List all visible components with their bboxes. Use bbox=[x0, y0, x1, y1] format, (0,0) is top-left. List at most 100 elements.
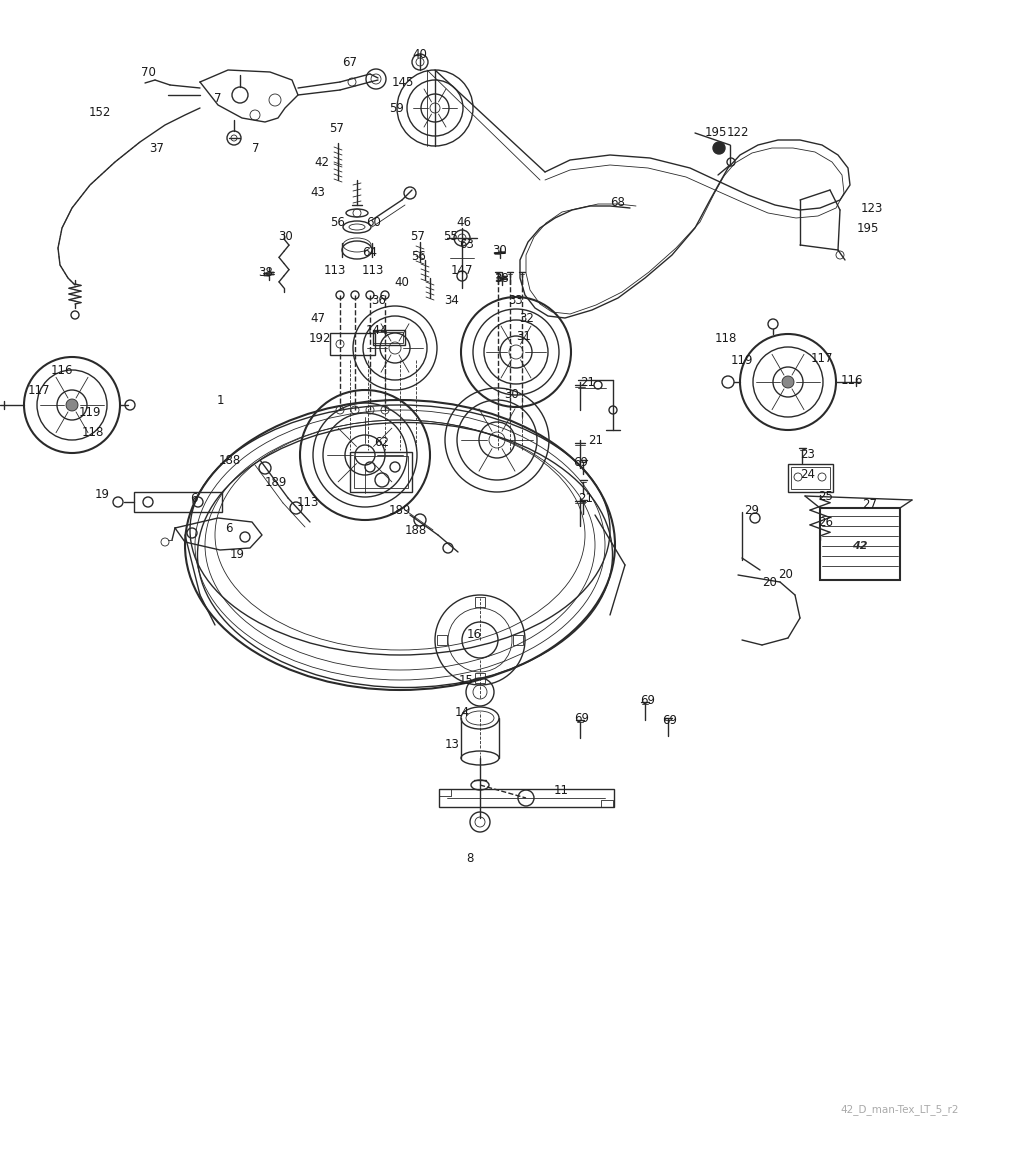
Text: 34: 34 bbox=[444, 293, 460, 306]
Text: 38: 38 bbox=[259, 266, 273, 278]
Bar bbox=[439, 789, 614, 807]
Text: 118: 118 bbox=[82, 425, 104, 439]
Text: 13: 13 bbox=[444, 738, 460, 752]
Text: 192: 192 bbox=[309, 331, 331, 344]
Bar bbox=[350, 452, 412, 492]
Circle shape bbox=[782, 377, 794, 388]
Text: 56: 56 bbox=[331, 216, 345, 229]
Text: 27: 27 bbox=[862, 499, 878, 512]
Text: 25: 25 bbox=[818, 491, 834, 504]
Bar bbox=[330, 333, 375, 355]
Text: 116: 116 bbox=[51, 364, 74, 377]
Text: 40: 40 bbox=[394, 276, 410, 290]
Text: 55: 55 bbox=[442, 231, 458, 244]
Bar bbox=[354, 456, 408, 489]
Text: 188: 188 bbox=[219, 454, 241, 467]
Text: 33: 33 bbox=[509, 293, 523, 306]
Text: 30: 30 bbox=[505, 388, 519, 402]
Text: 152: 152 bbox=[89, 106, 112, 119]
Bar bbox=[820, 508, 900, 580]
Text: 119: 119 bbox=[731, 353, 754, 366]
Text: 119: 119 bbox=[79, 405, 101, 418]
Text: 67: 67 bbox=[342, 57, 357, 69]
Text: 113: 113 bbox=[297, 495, 319, 508]
Text: 118: 118 bbox=[715, 331, 737, 344]
Text: 113: 113 bbox=[324, 263, 346, 276]
Text: 57: 57 bbox=[411, 231, 425, 244]
Text: 42_D_man-Tex_LT_5_r2: 42_D_man-Tex_LT_5_r2 bbox=[840, 1104, 958, 1116]
Text: 21: 21 bbox=[579, 492, 594, 505]
Bar bbox=[437, 635, 447, 644]
Text: 56: 56 bbox=[412, 249, 426, 262]
Bar bbox=[475, 673, 485, 683]
Text: 24: 24 bbox=[801, 469, 815, 482]
Text: 15: 15 bbox=[459, 673, 473, 686]
Text: 31: 31 bbox=[516, 330, 531, 343]
Text: 19: 19 bbox=[229, 549, 245, 561]
Text: 144: 144 bbox=[366, 323, 388, 336]
Text: 70: 70 bbox=[140, 67, 156, 80]
Text: 6: 6 bbox=[225, 522, 232, 535]
Text: 69: 69 bbox=[663, 714, 678, 726]
Bar bbox=[373, 331, 403, 343]
Text: 64: 64 bbox=[362, 246, 378, 259]
Bar bbox=[475, 597, 485, 608]
Text: 30: 30 bbox=[279, 231, 293, 244]
Text: 23: 23 bbox=[801, 448, 815, 462]
Text: 29: 29 bbox=[744, 504, 760, 516]
Text: 188: 188 bbox=[404, 523, 427, 537]
Text: 36: 36 bbox=[372, 293, 386, 306]
Text: 47: 47 bbox=[310, 312, 326, 325]
Text: 59: 59 bbox=[389, 102, 404, 114]
Text: 117: 117 bbox=[28, 383, 50, 396]
Text: 69: 69 bbox=[573, 455, 589, 469]
Text: 42: 42 bbox=[852, 541, 867, 551]
Text: 189: 189 bbox=[265, 476, 287, 489]
Text: 32: 32 bbox=[519, 312, 535, 325]
Circle shape bbox=[66, 398, 78, 411]
Text: 19: 19 bbox=[94, 489, 110, 501]
Text: 62: 62 bbox=[375, 435, 389, 448]
Text: 38: 38 bbox=[495, 271, 509, 284]
Text: 69: 69 bbox=[574, 711, 590, 724]
Text: 145: 145 bbox=[392, 75, 414, 89]
Bar bbox=[134, 492, 222, 512]
Text: 68: 68 bbox=[610, 195, 626, 209]
Text: 7: 7 bbox=[252, 142, 260, 155]
Text: 63: 63 bbox=[460, 238, 474, 252]
Text: 16: 16 bbox=[467, 628, 481, 641]
Text: 60: 60 bbox=[367, 216, 381, 229]
Text: 1: 1 bbox=[216, 394, 224, 407]
Bar bbox=[373, 330, 406, 345]
Text: 195: 195 bbox=[705, 127, 727, 140]
Text: 116: 116 bbox=[841, 373, 863, 387]
Text: 14: 14 bbox=[455, 706, 469, 718]
Text: 189: 189 bbox=[389, 504, 412, 516]
Text: 8: 8 bbox=[466, 851, 474, 864]
Bar bbox=[513, 635, 523, 644]
Text: 11: 11 bbox=[554, 783, 568, 797]
Text: 113: 113 bbox=[361, 263, 384, 276]
Circle shape bbox=[713, 142, 725, 154]
Bar bbox=[788, 464, 833, 492]
Text: 7: 7 bbox=[214, 91, 222, 104]
Text: 195: 195 bbox=[857, 222, 880, 234]
Text: 117: 117 bbox=[811, 351, 834, 365]
Text: 69: 69 bbox=[640, 693, 655, 707]
Text: 42: 42 bbox=[314, 156, 330, 169]
Bar bbox=[791, 467, 830, 489]
Text: 123: 123 bbox=[861, 201, 883, 215]
Text: 122: 122 bbox=[727, 127, 750, 140]
Text: 20: 20 bbox=[763, 575, 777, 589]
Text: 147: 147 bbox=[451, 263, 473, 276]
Text: 21: 21 bbox=[581, 375, 596, 388]
Text: 6: 6 bbox=[190, 492, 198, 505]
Text: 43: 43 bbox=[310, 186, 326, 199]
Text: 20: 20 bbox=[778, 568, 794, 581]
Text: 26: 26 bbox=[818, 515, 834, 529]
Text: 40: 40 bbox=[413, 49, 427, 61]
Text: 46: 46 bbox=[457, 216, 471, 229]
Text: 30: 30 bbox=[493, 244, 507, 256]
Text: 57: 57 bbox=[330, 121, 344, 134]
Text: 37: 37 bbox=[150, 142, 165, 155]
